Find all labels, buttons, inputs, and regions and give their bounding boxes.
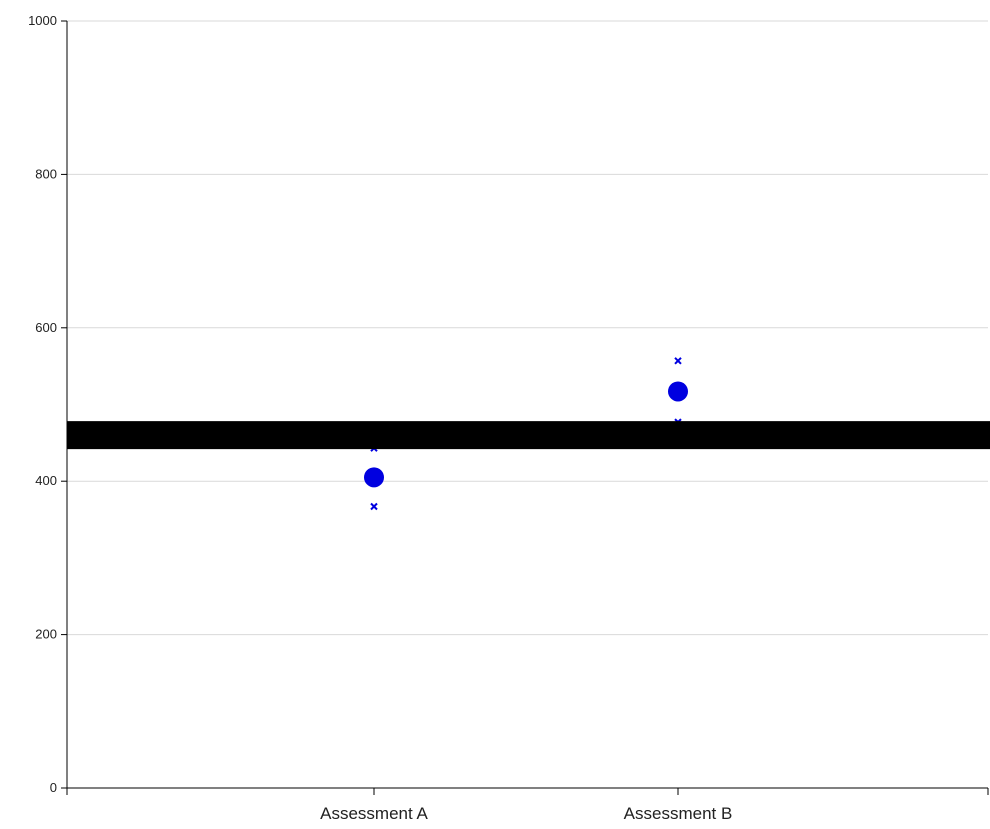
y-tick-label: 1000 [28,13,57,28]
bound-x-stroke [370,502,378,511]
gridlines [67,20,988,636]
bound-x-stroke [674,357,682,365]
mean-point [364,467,384,488]
x-category-label: Assessment B [624,804,733,823]
mean-point [668,381,688,402]
y-tick-label: 600 [35,320,57,335]
bound-x-marker [370,502,378,511]
y-tick-label: 400 [35,473,57,488]
x-category-label: Assessment A [320,804,428,823]
axes: 0 200 400 600 800 1000 Assessment A Assessment … [28,13,989,823]
y-tick-label: 800 [35,166,57,181]
y-tick-label: 200 [35,627,57,642]
y-tick-label: 0 [50,780,57,795]
bound-x-marker [674,357,682,365]
